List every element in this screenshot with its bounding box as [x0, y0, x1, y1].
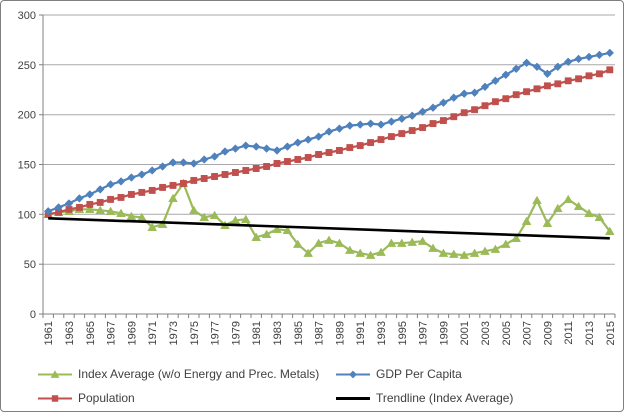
series-gdp-per-capita — [43, 48, 615, 216]
svg-text:1985: 1985 — [293, 321, 305, 345]
x-axis-labels: 1961 1963 1965 1967 1969 1971 1973 1975 1977 1979… — [43, 321, 617, 345]
svg-text:1989: 1989 — [334, 321, 346, 345]
svg-text:50: 50 — [24, 259, 36, 271]
svg-text:250: 250 — [18, 60, 36, 72]
svg-text:1969: 1969 — [126, 321, 138, 345]
series-population — [44, 66, 614, 218]
svg-text:2011: 2011 — [563, 321, 575, 345]
svg-text:2009: 2009 — [542, 321, 554, 345]
svg-text:1963: 1963 — [64, 321, 76, 345]
svg-text:1967: 1967 — [106, 321, 118, 345]
svg-text:1971: 1971 — [147, 321, 159, 345]
svg-text:300: 300 — [18, 10, 36, 22]
svg-text:1961: 1961 — [43, 321, 55, 345]
svg-text:1987: 1987 — [314, 321, 326, 345]
y-axis-labels: 0 50 100 150 200 250 300 — [18, 10, 36, 321]
svg-text:1965: 1965 — [85, 321, 97, 345]
svg-text:1977: 1977 — [210, 321, 222, 345]
svg-text:1973: 1973 — [168, 321, 180, 345]
svg-text:1995: 1995 — [397, 321, 409, 345]
svg-text:100: 100 — [18, 209, 36, 221]
series-trendline — [48, 217, 610, 240]
svg-text:0: 0 — [30, 309, 36, 321]
svg-text:1997: 1997 — [418, 321, 430, 345]
svg-text:1975: 1975 — [189, 321, 201, 345]
gridlines — [43, 14, 615, 265]
svg-text:1981: 1981 — [251, 321, 263, 345]
svg-text:2013: 2013 — [584, 321, 596, 345]
svg-text:2007: 2007 — [522, 321, 534, 345]
svg-text:200: 200 — [18, 110, 36, 122]
svg-text:2005: 2005 — [501, 321, 513, 345]
svg-text:1993: 1993 — [376, 321, 388, 345]
svg-text:1999: 1999 — [438, 321, 450, 345]
svg-text:1991: 1991 — [355, 321, 367, 345]
svg-text:2003: 2003 — [480, 321, 492, 345]
svg-text:150: 150 — [18, 160, 36, 172]
svg-text:2015: 2015 — [605, 321, 617, 345]
svg-text:1979: 1979 — [230, 321, 242, 345]
axes — [39, 14, 616, 318]
svg-text:1983: 1983 — [272, 321, 284, 345]
svg-text:2001: 2001 — [459, 321, 471, 345]
